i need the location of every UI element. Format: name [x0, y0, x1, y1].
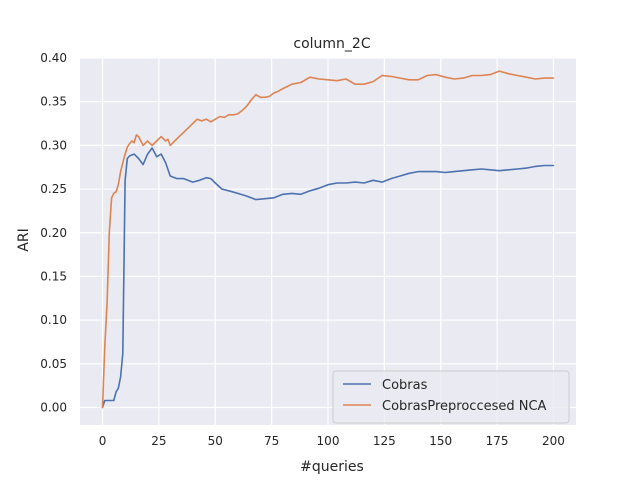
y-tick-label: 0.05: [40, 357, 67, 371]
y-axis-ticks: 0.00 0.05 0.10 0.15 0.20 0.25 0.30 0.35 0.40: [40, 51, 67, 415]
x-tick-label: 175: [486, 434, 509, 448]
chart-title: column_2C: [293, 36, 370, 52]
x-tick-label: 25: [151, 434, 166, 448]
y-tick-label: 0.00: [40, 401, 67, 415]
y-tick-label: 0.25: [40, 182, 67, 196]
grid: [80, 57, 576, 425]
y-axis-label: ARI: [16, 228, 32, 251]
series-line-cobraspreproccesed-nca: [101, 70, 555, 409]
x-tick-label: 0: [99, 434, 107, 448]
series-line-cobras: [101, 147, 555, 409]
y-tick-label: 0.40: [40, 51, 67, 65]
x-tick-label: 125: [373, 434, 396, 448]
y-tick-label: 0.10: [40, 313, 67, 327]
legend-label-cobras: Cobras: [382, 378, 428, 393]
x-tick-label: 75: [264, 434, 279, 448]
legend: Cobras CobrasPreproccesed NCA: [332, 370, 570, 424]
y-tick-label: 0.30: [40, 138, 67, 152]
x-tick-label: 50: [208, 434, 223, 448]
x-axis-ticks: 0 25 50 75 100 125 150 175 200: [99, 434, 565, 448]
x-tick-label: 100: [317, 434, 340, 448]
x-tick-label: 150: [429, 434, 452, 448]
x-tick-label: 200: [542, 434, 565, 448]
y-tick-label: 0.15: [40, 269, 67, 283]
series-layer: [101, 70, 555, 409]
y-tick-label: 0.35: [40, 95, 67, 109]
legend-box: [332, 370, 570, 424]
legend-label-cobras-preprocessed-nca: CobrasPreproccesed NCA: [382, 399, 547, 414]
x-axis-label: #queries: [300, 459, 364, 475]
y-tick-label: 0.20: [40, 226, 67, 240]
